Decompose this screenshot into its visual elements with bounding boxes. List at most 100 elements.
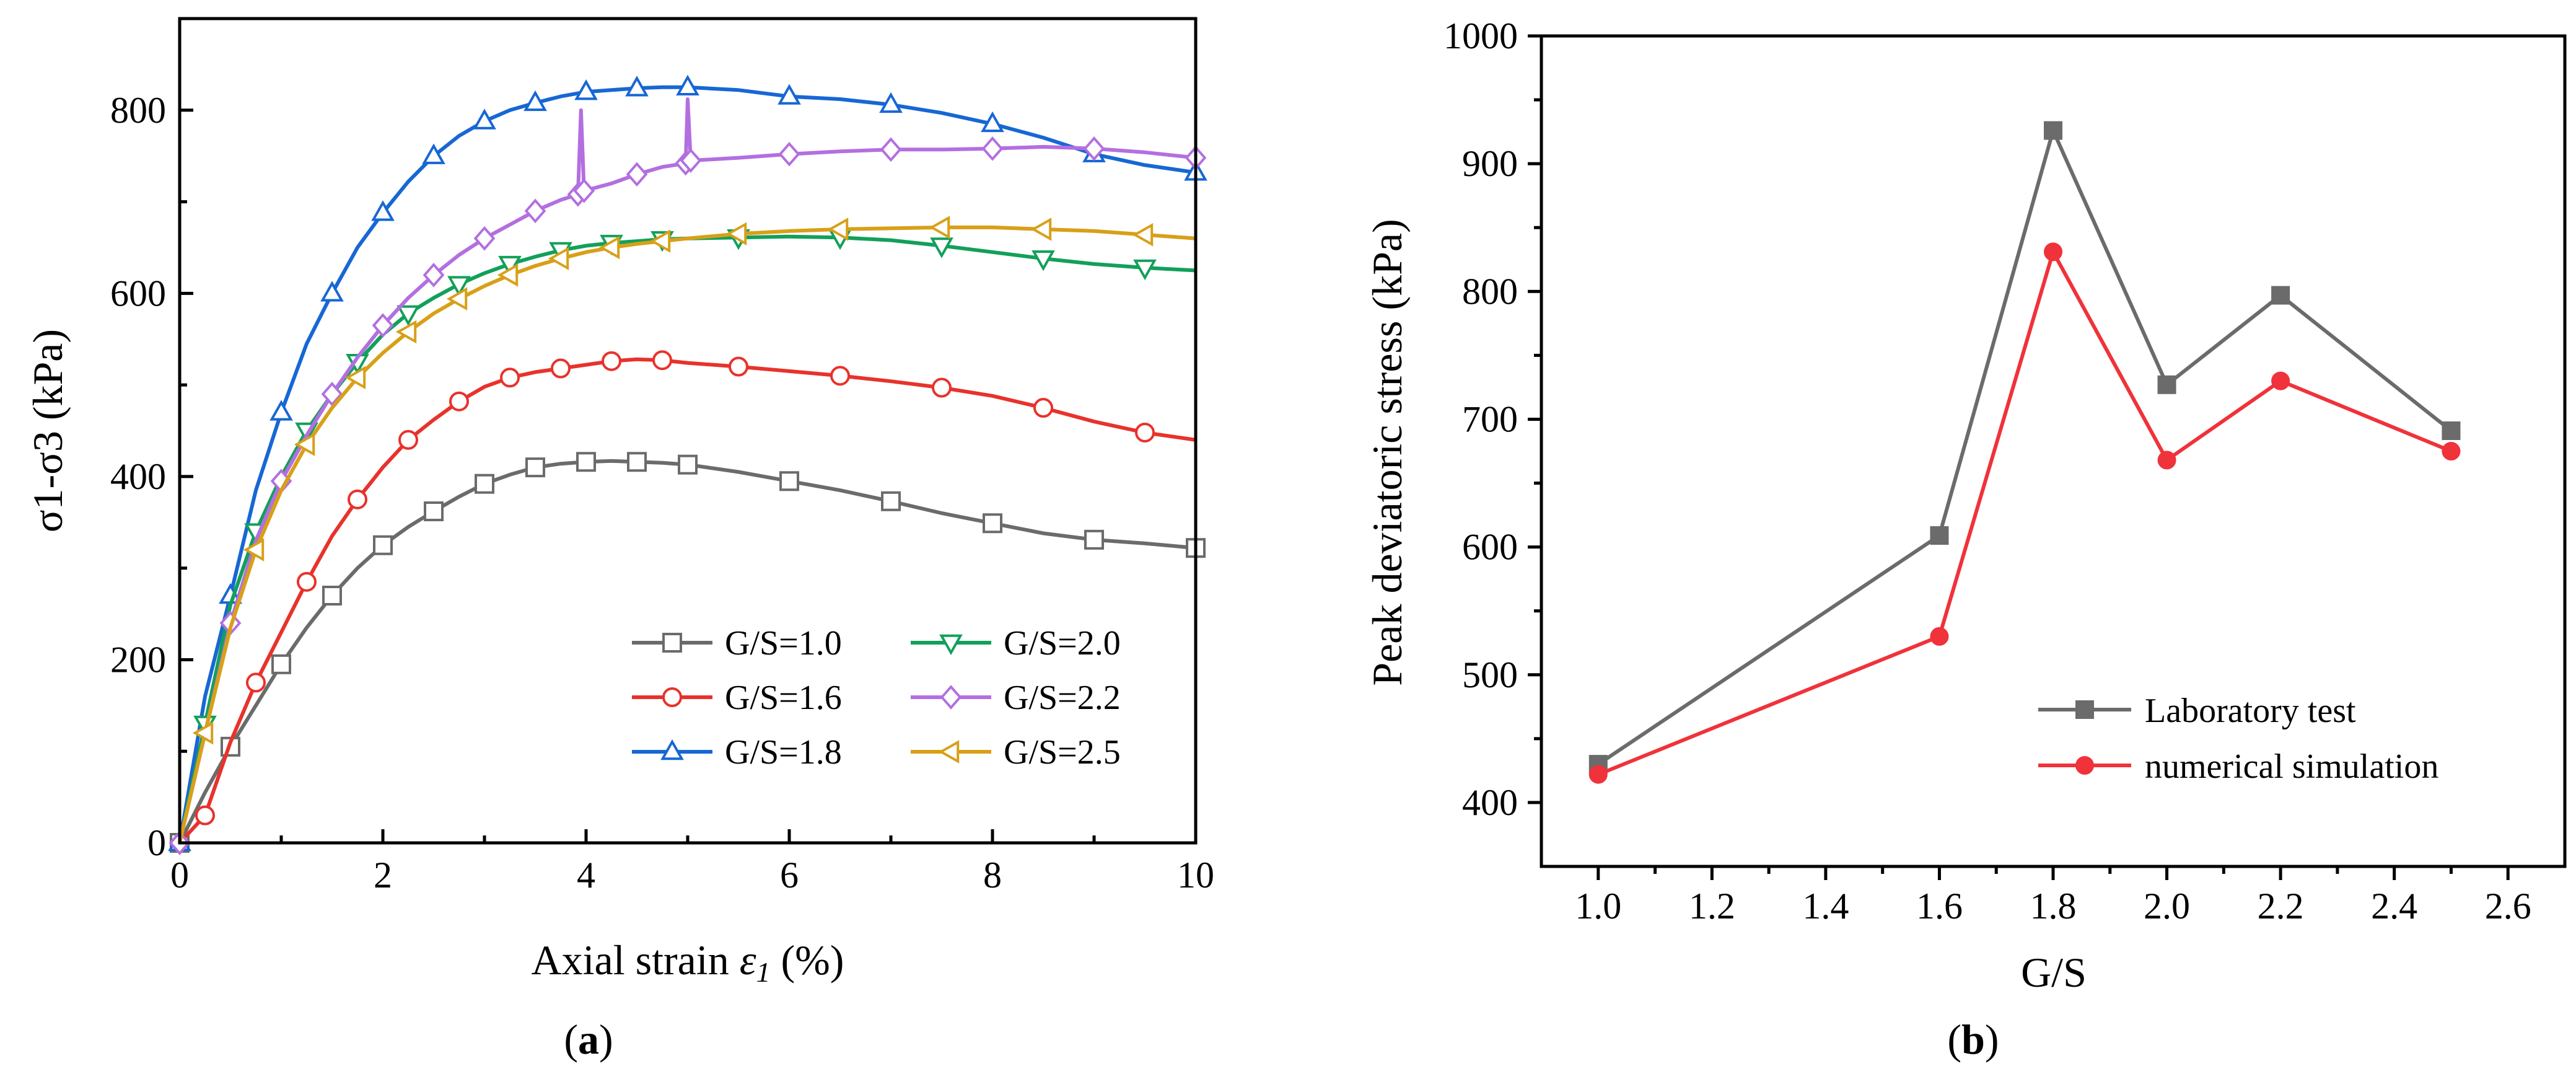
y-tick-label: 600 <box>1462 527 1518 568</box>
panel-b-ticks: 1.0 1.2 1.4 1.6 1.8 2.0 2.2 2.4 2.6 400 500 600 700 8… <box>1444 15 2531 927</box>
data-point <box>297 571 317 592</box>
data-point <box>271 654 291 674</box>
data-point <box>500 368 520 388</box>
legend-label: numerical simulation <box>2145 747 2438 786</box>
data-point <box>1930 627 1949 646</box>
data-point <box>322 586 342 606</box>
data-point <box>627 452 647 472</box>
data-point <box>778 141 800 167</box>
data-point <box>2271 286 2290 305</box>
x-tick-label: 2.4 <box>2371 886 2417 927</box>
data-point <box>725 222 747 246</box>
data-point <box>602 351 621 371</box>
data-point <box>243 538 265 562</box>
y-tick-label: 1000 <box>1444 15 1518 56</box>
series-G/S=2.5 <box>178 216 1196 843</box>
data-point <box>395 320 417 344</box>
data-point <box>929 216 950 239</box>
data-point <box>880 137 902 162</box>
x-tick-label: 4 <box>577 855 595 896</box>
data-point <box>269 400 293 421</box>
x-tick-label: 1.6 <box>1916 886 1963 927</box>
data-point <box>676 74 699 96</box>
x-tick-label: 1.4 <box>1802 886 1849 927</box>
data-point <box>1135 422 1155 443</box>
series-Laboratory test <box>1588 121 2461 774</box>
data-point <box>1133 259 1157 281</box>
legend-item: G/S=1.6 <box>632 679 842 717</box>
series-line <box>178 459 1196 844</box>
legend-item: G/S=2.2 <box>911 679 1121 717</box>
x-tick-label: 10 <box>1177 855 1214 896</box>
y-tick-label: 800 <box>1462 271 1518 312</box>
data-point <box>524 90 547 112</box>
data-point <box>827 218 849 241</box>
y-tick-label: 500 <box>1462 654 1518 695</box>
legend-item: numerical simulation <box>2038 747 2438 786</box>
y-tick-label: 600 <box>110 273 166 314</box>
data-point <box>930 237 953 258</box>
panel-b-ylabel: Peak deviatoric stress (kPa) <box>1364 219 1411 685</box>
data-point <box>983 513 1002 534</box>
data-point <box>548 247 569 271</box>
data-point <box>598 236 620 260</box>
data-point <box>1084 529 1104 550</box>
legend-label: Laboratory test <box>2145 692 2356 730</box>
data-point <box>398 429 418 450</box>
legend-label: G/S=1.6 <box>725 679 842 717</box>
data-point <box>729 356 748 377</box>
data-point <box>1033 398 1053 418</box>
data-point <box>573 178 595 203</box>
legend-label: G/S=1.8 <box>725 733 842 772</box>
data-point <box>1083 136 1105 161</box>
legend-marker <box>662 633 682 653</box>
data-point <box>422 143 445 164</box>
y-tick-label: 700 <box>1462 399 1518 439</box>
legend-item: G/S=2.5 <box>911 733 1121 772</box>
y-tick-label: 800 <box>110 90 166 131</box>
data-point <box>1930 526 1949 545</box>
data-point <box>2157 375 2176 394</box>
legend-marker <box>662 687 682 707</box>
data-point <box>497 263 519 287</box>
data-point <box>981 136 1004 161</box>
data-point <box>446 287 468 311</box>
y-tick-label: 200 <box>110 639 166 680</box>
data-point <box>1132 222 1154 247</box>
data-point <box>424 501 444 522</box>
series-G/S=2.2 <box>169 97 1207 855</box>
y-tick-label: 400 <box>110 456 166 497</box>
data-point <box>1030 218 1052 241</box>
data-point <box>473 108 496 130</box>
legend-label: G/S=2.0 <box>1004 624 1121 663</box>
series-line <box>178 97 1196 843</box>
data-point <box>423 262 445 288</box>
data-point <box>525 457 545 478</box>
data-point <box>524 198 546 224</box>
legend-marker <box>940 685 962 710</box>
x-tick-label: 2.2 <box>2258 886 2304 927</box>
data-point <box>779 471 799 491</box>
legend-item: Laboratory test <box>2038 692 2356 730</box>
data-point <box>449 391 469 412</box>
data-point <box>195 805 215 826</box>
series-G/S=1.6 <box>178 350 1196 845</box>
data-point <box>320 281 344 302</box>
data-point <box>879 92 903 113</box>
data-point <box>881 491 901 511</box>
data-point <box>348 489 367 509</box>
y-tick-label: 900 <box>1462 143 1518 184</box>
data-point <box>574 79 598 100</box>
x-tick-label: 0 <box>170 855 189 896</box>
panel-a-legend: G/S=1.0 G/S=1.6 G/S=1.8 G/S=2.0 G/S=2.2 G/S=2… <box>632 624 1121 772</box>
legend-marker <box>2075 700 2094 719</box>
panel-a-chart: 0 2 4 6 8 10 0 200 400 600 800 σ1-σ3 (kPa) Axial s… <box>24 17 1214 1063</box>
panel-a-label: (a) <box>564 1016 613 1063</box>
legend-item: G/S=1.0 <box>632 624 842 663</box>
x-tick-label: 1.8 <box>2030 886 2077 927</box>
data-point <box>932 377 952 398</box>
x-tick-label: 1.0 <box>1575 886 1621 927</box>
x-tick-label: 2.0 <box>2144 886 2190 927</box>
data-point <box>321 382 343 407</box>
